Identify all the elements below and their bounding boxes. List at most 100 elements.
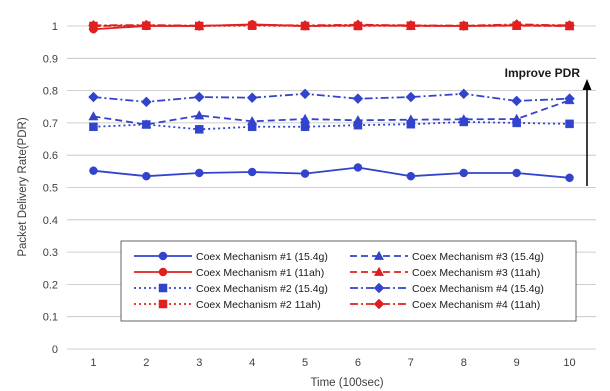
series-1 [89, 163, 574, 183]
legend-box [120, 240, 577, 322]
legend-label: Coex Mechanism #4 (15.4g) [412, 283, 544, 295]
data-point-circle [406, 171, 416, 181]
y-tick-label: 0.6 [43, 150, 58, 162]
data-point-circle [158, 267, 168, 277]
data-point-diamond [88, 20, 99, 31]
data-point-diamond [193, 20, 205, 32]
x-tick-label: 6 [355, 357, 361, 369]
data-point-diamond [140, 96, 152, 108]
data-point-diamond [458, 88, 470, 100]
x-tick-labels: 1 2 3 4 5 6 7 8 9 10 [90, 357, 575, 369]
data-point-diamond [373, 298, 385, 310]
data-point-square [195, 125, 204, 134]
x-tick-label: 3 [196, 357, 202, 369]
legend-entry: Coex Mechanism #3 (11ah) [350, 266, 540, 279]
series-line [93, 166, 570, 179]
x-tick-label: 10 [563, 357, 575, 369]
y-tick-label: 0.7 [43, 118, 58, 130]
x-tick-label: 2 [143, 357, 149, 369]
y-tick-label: 0.2 [43, 279, 58, 291]
data-point-circle [195, 168, 204, 178]
x-tick-label: 5 [302, 357, 308, 369]
data-point-diamond [299, 20, 311, 31]
series-8 [88, 19, 575, 32]
data-point-diamond [352, 93, 364, 105]
x-tick-label: 1 [90, 357, 96, 369]
y-tick-label: 0.5 [43, 183, 58, 195]
data-point-diamond [405, 20, 417, 31]
data-point-triangle [373, 266, 385, 276]
y-tick-label: 0.3 [43, 247, 58, 259]
data-point-diamond [88, 91, 99, 103]
series-6 [88, 88, 575, 108]
data-point-square [158, 283, 168, 293]
data-point-diamond [193, 91, 205, 103]
legend-entry: Coex Mechanism #2 (15.4g) [134, 283, 328, 295]
legend-entry: Coex Mechanism #4 (11ah) [350, 298, 540, 311]
y-tick-label: 1 [52, 21, 58, 33]
data-point-square [89, 122, 98, 132]
data-point-triangle [194, 110, 205, 120]
legend-label: Coex Mechanism #1 (11ah) [196, 267, 324, 279]
legend-entry: Coex Mechanism #1 (11ah) [134, 267, 324, 279]
x-axis-label: Time (100sec) [310, 377, 383, 389]
series-line [93, 23, 570, 27]
legend-items: Coex Mechanism #1 (15.4g) Coex Mechanism … [134, 250, 544, 311]
legend-label: Coex Mechanism #1 (15.4g) [196, 251, 328, 263]
data-point-triangle [88, 111, 99, 121]
data-point-circle [512, 168, 521, 178]
legend-label: Coex Mechanism #4 (11ah) [412, 299, 540, 311]
data-point-diamond [373, 282, 385, 294]
legend-entry: Coex Mechanism #3 (15.4g) [350, 250, 544, 263]
data-point-diamond [246, 92, 258, 104]
data-point-diamond [405, 91, 417, 103]
y-tick-label: 0 [52, 344, 58, 356]
data-point-diamond [299, 88, 311, 100]
data-point-circle [89, 166, 98, 175]
data-point-diamond [564, 20, 575, 31]
legend-entry: Coex Mechanism #1 (15.4g) [134, 251, 328, 263]
legend-label: Coex Mechanism #3 (11ah) [412, 267, 540, 279]
series-layer [88, 19, 575, 183]
data-point-circle [300, 169, 310, 178]
data-point-circle [565, 173, 574, 183]
data-point-square [512, 118, 521, 128]
y-tick-label: 0.4 [43, 215, 58, 227]
data-point-diamond [458, 20, 470, 32]
data-point-diamond [564, 93, 575, 105]
data-point-square [142, 120, 151, 129]
data-point-square [406, 119, 416, 129]
legend-label: Coex Mechanism #3 (15.4g) [412, 251, 544, 263]
data-point-square [353, 120, 363, 130]
y-tick-labels: 0 0.1 0.2 0.3 0.4 0.5 0.6 0.7 0.8 0.9 1 [43, 21, 58, 356]
x-tick-label: 4 [249, 357, 255, 369]
data-point-diamond [511, 95, 523, 107]
data-point-diamond [511, 19, 523, 30]
data-point-square [565, 119, 574, 129]
data-point-diamond [246, 19, 258, 31]
data-point-square [300, 122, 310, 132]
x-tick-label: 9 [514, 357, 520, 369]
legend-label: Coex Mechanism #2 11ah) [196, 299, 321, 311]
data-point-circle [459, 168, 468, 178]
data-point-triangle [373, 250, 385, 260]
series-line [93, 99, 570, 126]
data-point-diamond [352, 19, 364, 31]
legend-label: Coex Mechanism #2 (15.4g) [196, 283, 328, 295]
y-tick-label: 0.1 [43, 312, 58, 324]
data-point-square [158, 299, 168, 309]
y-tick-label: 0.8 [43, 86, 58, 98]
improve-pdr-arrow-head [582, 79, 592, 90]
x-tick-label: 8 [461, 357, 467, 369]
data-point-circle [247, 167, 257, 177]
improve-pdr-label: Improve PDR [505, 66, 581, 80]
data-point-square [459, 117, 468, 127]
data-point-circle [142, 171, 151, 181]
legend: Coex Mechanism #1 (15.4g) Coex Mechanism … [120, 240, 577, 322]
data-point-diamond [140, 19, 152, 31]
series-5 [89, 117, 574, 134]
legend-entry: Coex Mechanism #2 11ah) [134, 299, 321, 311]
data-point-square [247, 122, 257, 132]
